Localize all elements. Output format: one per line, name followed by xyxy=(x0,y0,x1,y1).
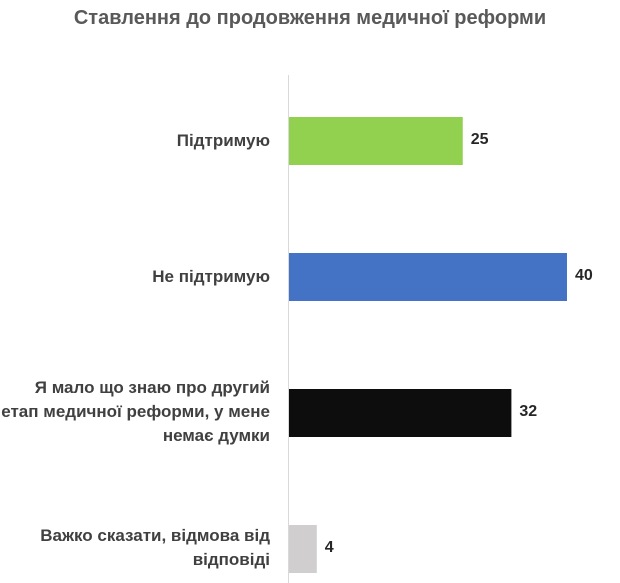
category-label-4: Важко сказати, відмова від відповіді xyxy=(40,526,270,569)
data-label-2: 40 xyxy=(575,267,593,284)
category-label-3: Я мало що знаю про другий етап медичної … xyxy=(1,378,270,445)
data-label-4: 4 xyxy=(324,539,334,556)
data-label-3: 32 xyxy=(519,403,538,420)
bar-3 xyxy=(289,389,512,437)
category-label-1: Підтримую xyxy=(176,131,270,150)
bar-4 xyxy=(289,525,317,573)
data-label-1: 25 xyxy=(470,131,489,148)
chart-title: Ставлення до продовження медичної реформ… xyxy=(73,7,547,29)
bar-2 xyxy=(289,253,567,301)
bar-1 xyxy=(289,117,463,165)
bars-group xyxy=(289,117,567,573)
category-label-2: Не підтримую xyxy=(152,267,270,286)
